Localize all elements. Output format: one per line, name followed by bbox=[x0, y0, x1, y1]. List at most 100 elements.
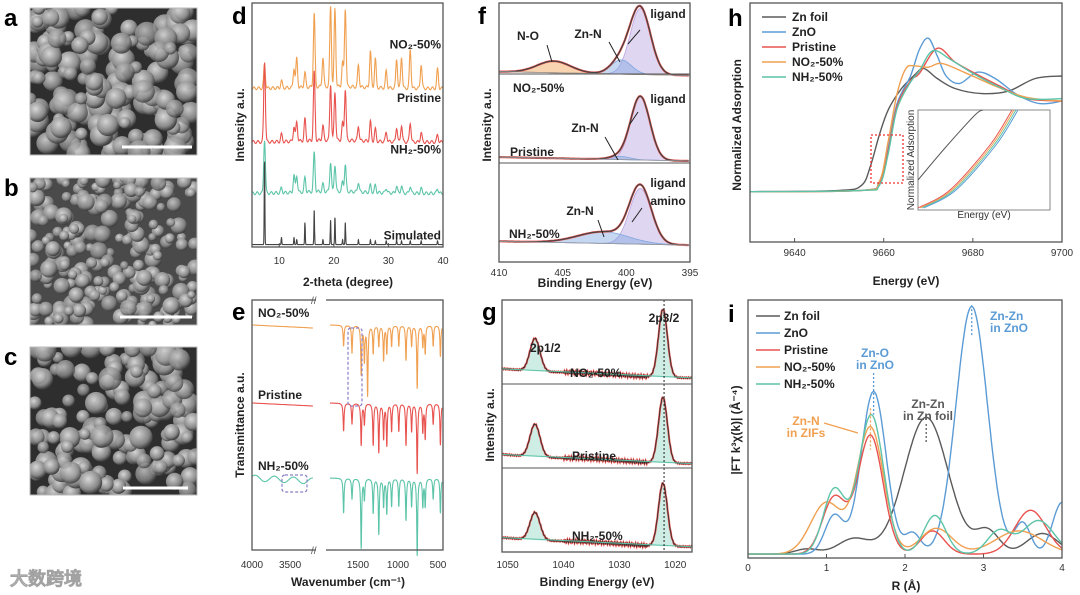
sem-particle bbox=[163, 136, 188, 155]
sem-image-c bbox=[30, 347, 197, 495]
legend-label: NO₂-50% bbox=[784, 360, 836, 374]
sem-particle bbox=[169, 8, 191, 24]
xrd-series-line bbox=[251, 62, 444, 145]
peak-annotation: in ZIFs bbox=[787, 426, 826, 440]
sem-particle bbox=[100, 209, 119, 228]
panel-label-e: e bbox=[232, 299, 245, 326]
sem-particle bbox=[172, 454, 185, 467]
sem-particle bbox=[91, 8, 108, 26]
sem-particle bbox=[59, 461, 82, 484]
sem-particle bbox=[166, 197, 182, 212]
peak-annotation: ligand bbox=[650, 176, 685, 190]
sem-particle bbox=[31, 293, 43, 304]
sem-particle bbox=[30, 269, 42, 282]
x-axis-label: Energy (eV) bbox=[873, 274, 940, 288]
sem-particle bbox=[165, 373, 184, 392]
y-axis-label: Intensity a.u. bbox=[233, 88, 247, 161]
sem-particle bbox=[60, 440, 74, 453]
xrd-series-line bbox=[251, 140, 444, 196]
x-tick-label: 1020 bbox=[664, 560, 687, 571]
sem-particle bbox=[118, 116, 131, 129]
sem-particle bbox=[75, 127, 88, 141]
sem-particle bbox=[75, 92, 88, 105]
x-tick-label: 3500 bbox=[279, 560, 302, 571]
sem-particle bbox=[37, 441, 50, 454]
xps-background-line bbox=[498, 156, 691, 162]
x-tick-label: 410 bbox=[491, 268, 508, 279]
series-label: NH₂-50% bbox=[572, 529, 623, 543]
legend-label: Pristine bbox=[792, 40, 836, 54]
sem-particle bbox=[74, 241, 87, 254]
sem-particle bbox=[67, 269, 78, 280]
series-label: Pristine bbox=[258, 388, 302, 402]
sem-particle bbox=[158, 285, 169, 295]
sem-particle bbox=[43, 458, 60, 475]
sem-particle bbox=[71, 36, 89, 54]
sem-particle bbox=[186, 280, 197, 293]
x-tick-label: 9680 bbox=[962, 248, 985, 259]
sem-particle bbox=[183, 412, 197, 432]
sem-particle bbox=[99, 347, 116, 357]
sem-particle bbox=[165, 99, 184, 118]
sem-particle bbox=[90, 424, 114, 448]
peak-label-2p3-2: 2p3/2 bbox=[649, 311, 680, 325]
panel-label-a: a bbox=[4, 5, 18, 32]
x-tick-label: 1500 bbox=[347, 560, 370, 571]
x-tick-label: 9640 bbox=[783, 248, 806, 259]
x-tick-label: 1030 bbox=[608, 560, 631, 571]
xps-zn2p-frame bbox=[501, 299, 693, 553]
sem-particle bbox=[179, 43, 197, 63]
sem-particle bbox=[67, 102, 88, 123]
sem-particle bbox=[164, 233, 175, 244]
sem-particle bbox=[152, 250, 163, 261]
xanes-series-line bbox=[749, 49, 1063, 193]
sem-particle bbox=[165, 472, 184, 491]
sem-particle bbox=[30, 396, 42, 410]
sem-particle bbox=[55, 360, 76, 380]
xps-background-line bbox=[498, 240, 691, 246]
sem-particle bbox=[40, 46, 63, 68]
sem-particle bbox=[96, 113, 120, 137]
sem-particle bbox=[114, 62, 135, 83]
sem-particle bbox=[105, 87, 127, 109]
sem-particle bbox=[94, 199, 109, 214]
sem-particle bbox=[121, 234, 133, 246]
sem-particle bbox=[30, 92, 37, 105]
x-axis-label: R (Å) bbox=[892, 578, 921, 593]
x-tick-label: 1000 bbox=[387, 560, 410, 571]
series-label: NH₂-50% bbox=[258, 459, 309, 473]
sem-particle bbox=[69, 223, 80, 234]
sem-particle bbox=[111, 478, 127, 494]
sem-particle bbox=[59, 259, 71, 271]
inset-line-no2 bbox=[919, 109, 1015, 209]
xps-peak-fill bbox=[512, 512, 558, 541]
sem-particle bbox=[31, 240, 45, 253]
zoom-region-box bbox=[870, 134, 904, 184]
sem-particle bbox=[114, 389, 131, 406]
sem-particle bbox=[59, 230, 70, 241]
sem-particle bbox=[134, 21, 159, 46]
sem-particle bbox=[61, 179, 71, 188]
peak-annotation: N-O bbox=[517, 29, 539, 43]
sem-particle bbox=[50, 116, 72, 139]
exafs-series-line bbox=[748, 416, 1063, 555]
sem-particle bbox=[139, 347, 157, 357]
sem-particle bbox=[148, 41, 170, 63]
axis-break-mark: // bbox=[311, 546, 317, 557]
xps-peak-fill bbox=[640, 483, 686, 547]
sem-particle bbox=[149, 446, 165, 461]
xps-data-line bbox=[501, 482, 693, 549]
sem-particle bbox=[146, 294, 156, 304]
sem-particle bbox=[119, 299, 137, 317]
sem-frame-b bbox=[29, 177, 198, 326]
sem-particle bbox=[110, 32, 132, 54]
series-label: NO₂-50% bbox=[513, 81, 565, 95]
legend-label: NH₂-50% bbox=[792, 70, 843, 84]
sem-particle bbox=[60, 347, 83, 358]
sem-particle bbox=[85, 72, 104, 91]
sem-particle bbox=[31, 368, 54, 390]
sem-particle bbox=[88, 289, 101, 302]
sem-particle bbox=[129, 425, 153, 450]
sem-particle bbox=[186, 188, 196, 198]
sem-particle bbox=[30, 460, 47, 479]
